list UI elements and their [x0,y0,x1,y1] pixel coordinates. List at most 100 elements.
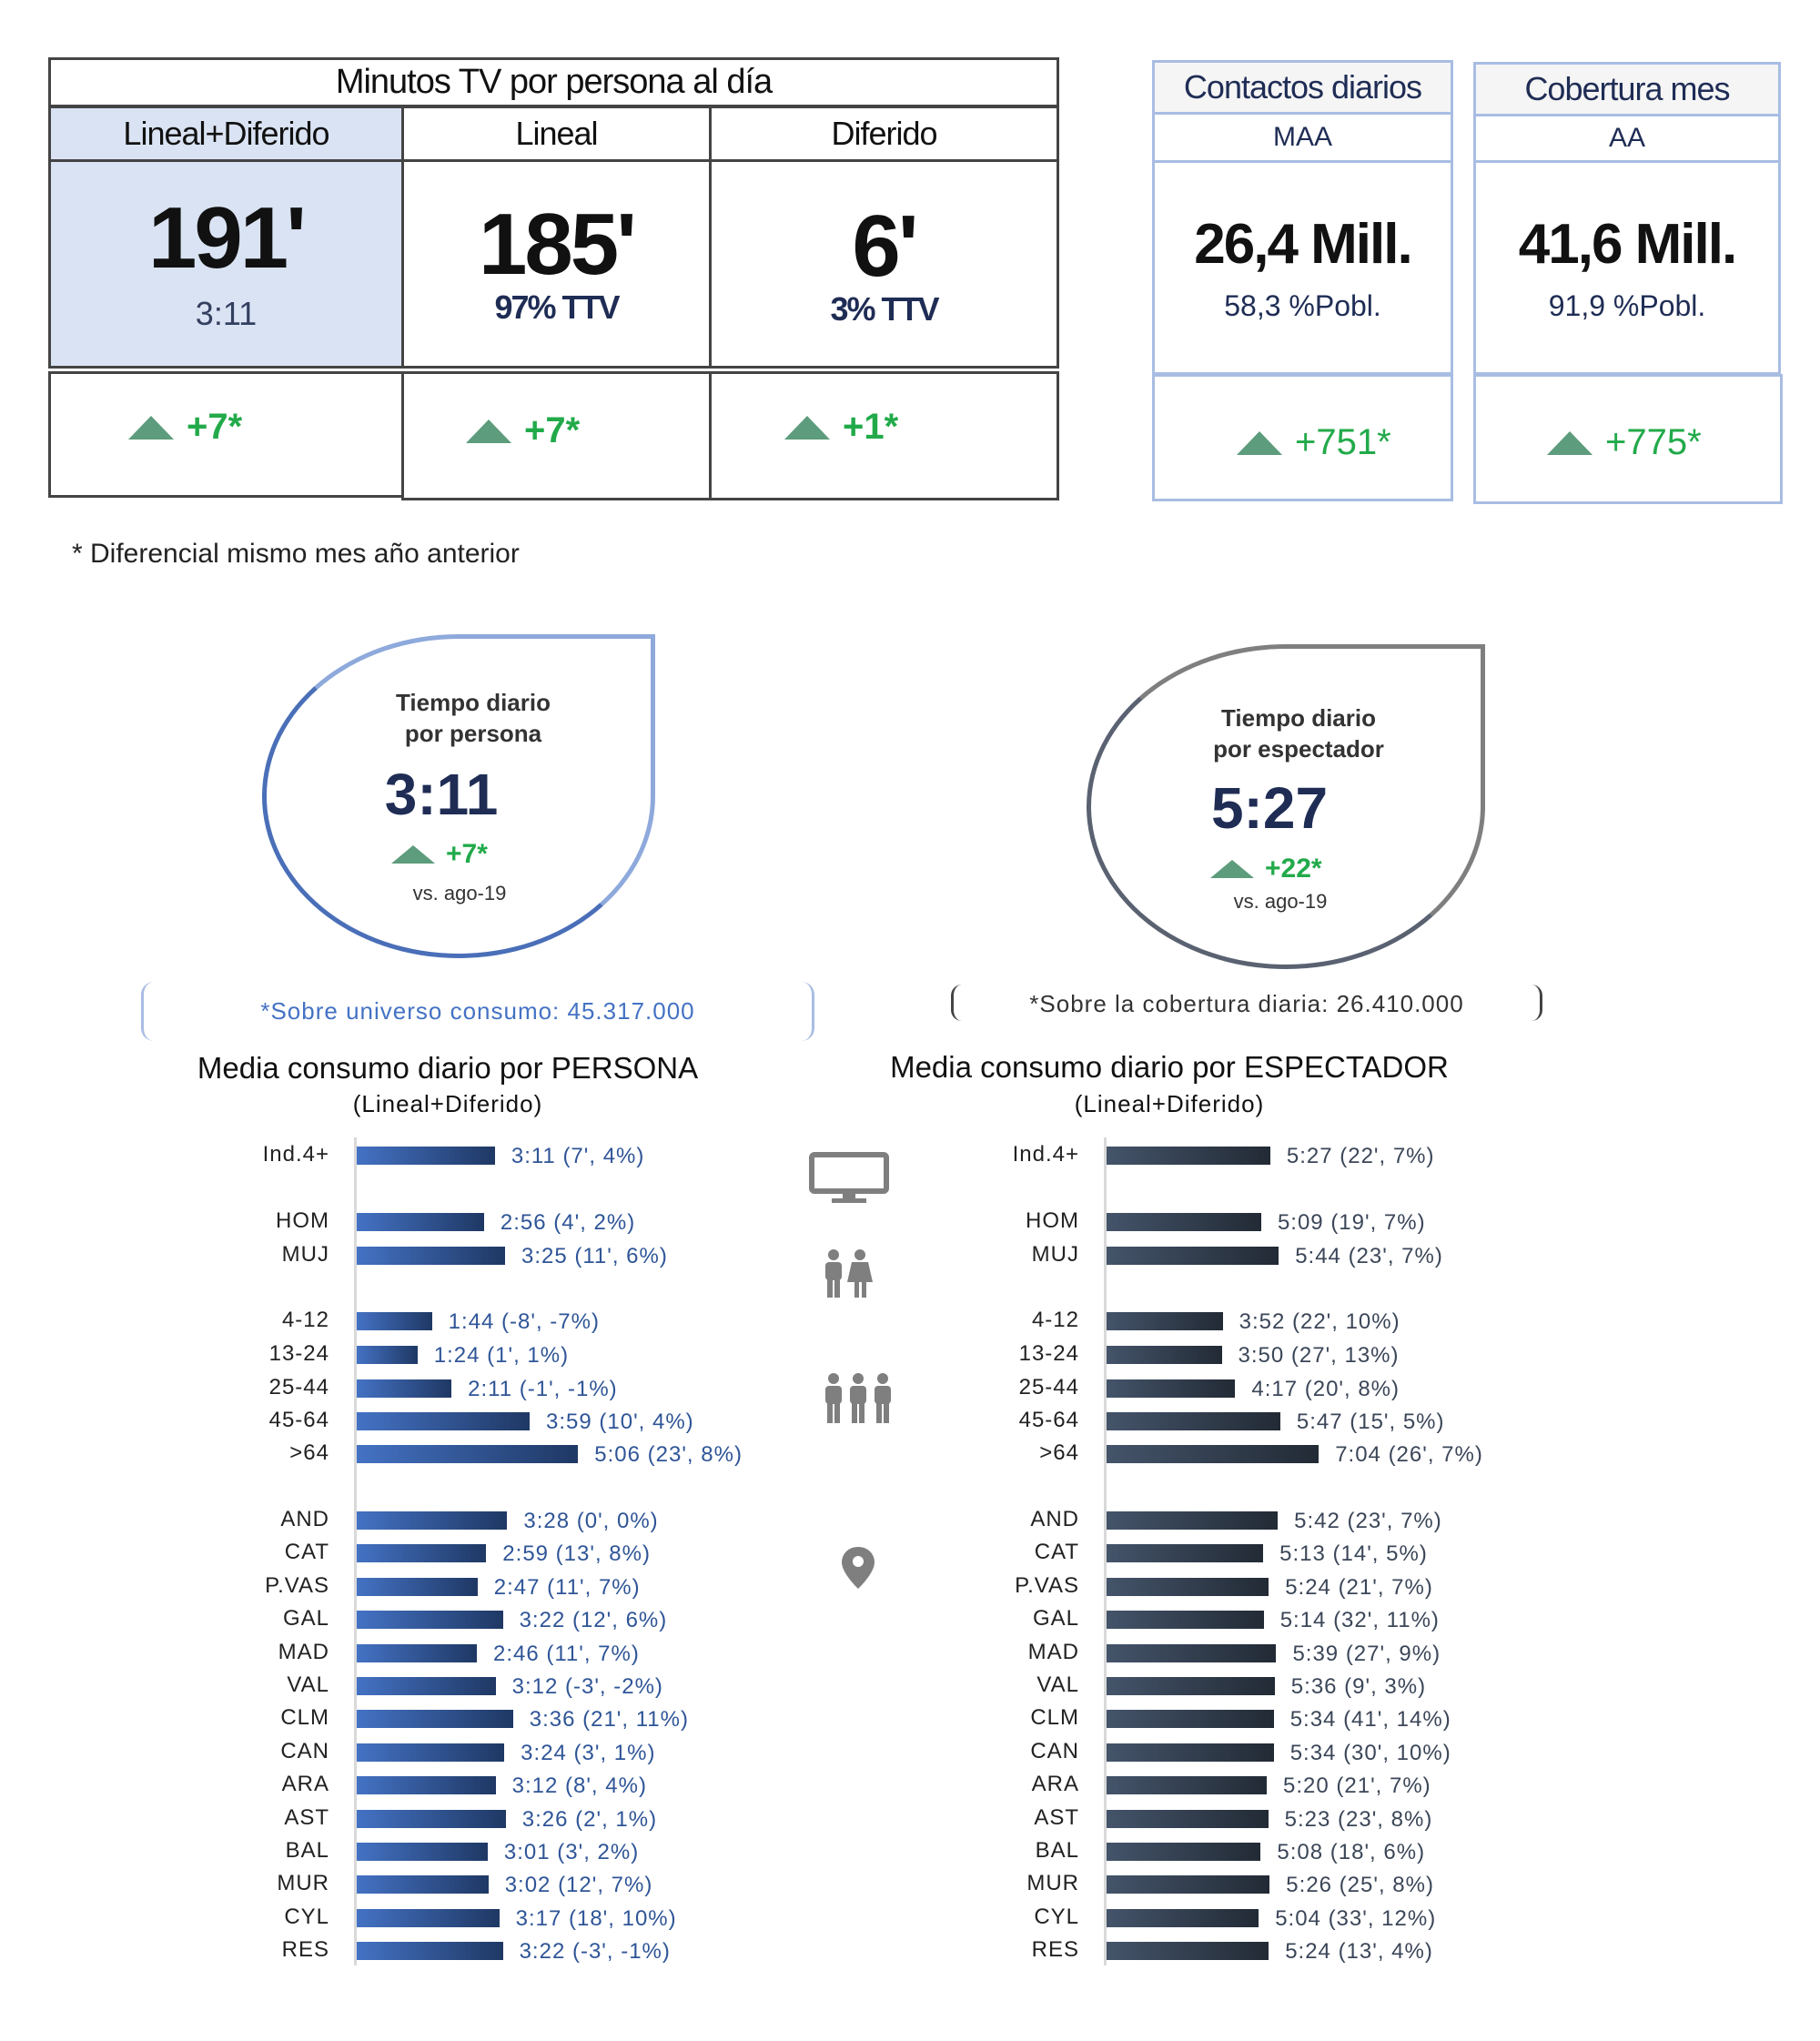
data-label: 3:28 (0', 0%) [523,1509,659,1533]
bar-person [357,1412,530,1430]
data-label: 7:04 (26', 7%) [1335,1442,1483,1467]
bar-person [357,1379,452,1398]
category-label: AND [1030,1507,1079,1531]
data-label: 2:47 (11', 7%) [493,1574,641,1600]
chart-axis-viewer [1104,1137,1107,1965]
sub-value: 97% TTV [494,288,620,326]
header-diferido: Diferido [709,106,1059,162]
bar-viewer [1107,1346,1222,1364]
data-label: 3:11 (7', 4%) [511,1144,645,1168]
category-label: RES [1031,1937,1079,1963]
chart-axis-person [354,1137,357,1965]
bar-viewer [1107,1743,1274,1762]
up-triangle-icon [391,845,435,864]
category-label: CYL [284,1904,329,1929]
category-label: MAD [1027,1639,1079,1664]
data-label: 5:47 (15', 5%) [1296,1410,1445,1434]
category-label: MUJ [281,1242,329,1267]
bar-viewer [1107,1942,1269,1961]
up-triangle-icon [1210,860,1254,878]
data-label: 5:23 (23', 8%) [1284,1806,1433,1832]
bar-viewer [1107,1908,1259,1927]
data-label: 3:52 (22', 10%) [1239,1309,1400,1334]
value-cell-lineal-diferido: 191' 3:11 [48,159,404,369]
value: 191' [148,189,307,287]
bar-viewer [1107,1147,1270,1165]
chart-subtitle-person: (Lineal+Diferido) [352,1090,543,1117]
data-label: 5:44 (23', 7%) [1295,1244,1443,1268]
contacts-title: Contactos diarios [1152,60,1453,115]
data-label: 3:25 (11', 6%) [521,1244,668,1268]
category-label: GAL [282,1606,329,1632]
data-label: 5:09 (19', 7%) [1277,1210,1426,1235]
category-label: CLM [280,1705,329,1731]
bracket [141,982,814,1041]
bar-viewer [1107,1843,1261,1861]
delta-value: +7* [524,410,581,450]
bracket [951,985,1542,1021]
drop-person [262,634,655,958]
sub-value: 3% TTV [830,290,939,328]
category-label: Ind.4+ [1012,1142,1079,1167]
category-label: MUJ [1031,1242,1079,1267]
drop-person-value: 3:11 [384,762,499,827]
category-label: CAT [284,1540,329,1565]
data-label: 1:44 (-8', -7%) [448,1309,600,1334]
category-label: CAN [280,1738,329,1763]
contacts-delta-cell: +751* [1152,374,1453,501]
bar-person [357,1611,503,1630]
data-label: 5:42 (23', 7%) [1294,1509,1442,1533]
contacts-value: 26,4 Mill. [1194,213,1412,276]
data-label: 5:34 (30', 10%) [1289,1740,1451,1765]
data-label: 5:24 (21', 7%) [1285,1574,1433,1600]
delta-value: +1* [843,407,899,447]
data-label: 5:13 (14', 5%) [1279,1541,1428,1567]
bar-person [357,1247,505,1265]
category-label: 25-44 [1018,1375,1079,1399]
category-label: BAL [1035,1838,1079,1863]
data-label: 5:04 (33', 12%) [1275,1905,1437,1931]
category-label: CYL [1034,1904,1079,1929]
category-label: HOM [1026,1208,1079,1233]
value: 185' [479,196,637,293]
bar-person [357,1908,500,1927]
bar-person [357,1875,489,1894]
coverage-value-cell: 41,6 Mill. 91,9 %Pobl. [1473,160,1781,375]
bar-viewer [1107,1544,1264,1563]
bar-person [357,1743,505,1762]
data-label: 3:22 (12', 6%) [519,1608,668,1633]
category-label: ARA [1031,1772,1079,1797]
drop-person-delta: +7* [446,839,488,869]
category-label: CLM [1030,1705,1079,1731]
category-label: >64 [289,1440,329,1465]
category-label: VAL [287,1672,329,1697]
bar-person [357,1346,418,1364]
data-label: 3:24 (3', 1%) [521,1740,656,1765]
delta-cell: +7* [48,371,404,498]
table-title: Minutos TV por persona al día [48,57,1059,108]
drop-viewer-value: 5:27 [1210,775,1329,841]
data-label: 5:39 (27', 9%) [1292,1641,1441,1666]
delta-cell: +1* [709,371,1059,500]
contacts-pct: 58,3 %Pobl. [1224,289,1381,322]
data-label: 5:14 (32', 11%) [1279,1608,1440,1633]
bar-viewer [1107,1213,1261,1231]
family-icon [825,1373,891,1423]
bar-person [357,1445,579,1463]
category-label: CAT [1034,1540,1079,1565]
category-label: 4-12 [281,1308,329,1332]
category-label: Ind.4+ [262,1142,329,1167]
data-label: 3:01 (3', 2%) [503,1840,640,1864]
up-triangle-icon [784,415,830,440]
category-label: P.VAS [1015,1572,1079,1598]
universe-note: *Sobre universo consumo: 45.317.000 [260,997,695,1025]
bar-person [357,1312,432,1330]
data-label: 5:36 (9', 3%) [1290,1674,1427,1699]
delta-value: +7* [187,407,243,447]
data-label: 3:36 (21', 11%) [529,1707,689,1733]
bar-viewer [1107,1611,1264,1630]
up-triangle-icon [466,419,511,443]
drop-viewer-label: Tiempo diario por espectador [1213,704,1384,763]
data-label: 5:27 (22', 7%) [1286,1144,1435,1168]
category-label: CAN [1030,1738,1079,1763]
